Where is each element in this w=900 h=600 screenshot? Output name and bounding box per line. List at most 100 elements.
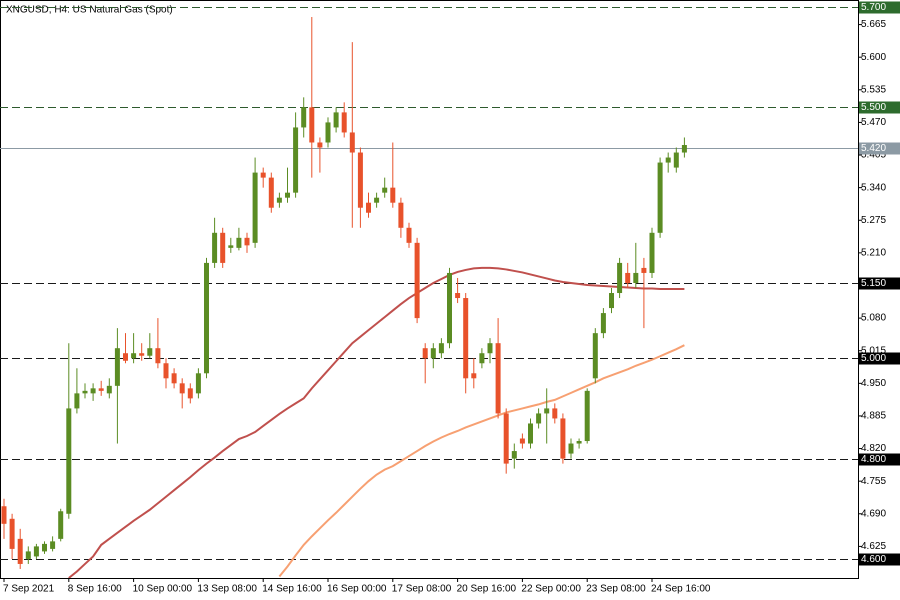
candle-body xyxy=(42,543,47,552)
level-label-box xyxy=(859,277,900,290)
candle-body xyxy=(228,245,234,248)
x-tick-label: 10 Sep 00:00 xyxy=(133,584,193,595)
candle-body xyxy=(479,353,485,364)
candle-body xyxy=(544,408,550,414)
candle-body xyxy=(155,348,161,364)
candle-body xyxy=(114,348,120,386)
y-tick-label: 4.625 xyxy=(861,541,886,552)
y-tick-label: 4.885 xyxy=(861,411,886,422)
candle-body xyxy=(9,518,15,549)
candle-body xyxy=(536,413,542,424)
candle-body xyxy=(600,313,606,334)
candle-body xyxy=(657,162,663,233)
candle-body xyxy=(471,373,477,379)
candle-body xyxy=(1,506,7,524)
y-tick-label: 4.690 xyxy=(861,508,886,519)
x-tick-label: 23 Sep 08:00 xyxy=(586,584,646,595)
level-label-box xyxy=(859,352,900,365)
candle-body xyxy=(147,348,153,356)
candle-body xyxy=(576,441,582,444)
candle-body xyxy=(617,262,623,294)
candle-body xyxy=(447,272,452,344)
x-tick-label: 14 Sep 16:00 xyxy=(262,584,322,595)
x-tick-label: 20 Sep 16:00 xyxy=(457,584,517,595)
candle-body xyxy=(106,385,112,394)
candle-body xyxy=(204,262,209,374)
candle-body xyxy=(212,232,218,263)
y-tick-label: 5.665 xyxy=(861,19,886,30)
candle-body xyxy=(649,232,655,273)
y-tick-label: 5.210 xyxy=(861,248,886,259)
candle-body xyxy=(430,348,436,359)
candle-body xyxy=(187,388,193,399)
moving-average-line xyxy=(68,266,685,578)
candle-body xyxy=(673,152,679,168)
candle-body xyxy=(252,172,258,243)
candle-body xyxy=(50,541,56,549)
candle-body xyxy=(276,197,282,203)
plot-area xyxy=(0,7,858,578)
level-label: 4.600 xyxy=(861,554,886,565)
x-tick-label: 13 Sep 08:00 xyxy=(197,584,257,595)
candle-body xyxy=(366,202,371,213)
candle-body xyxy=(195,373,201,394)
candle-body xyxy=(519,438,525,444)
candle-body xyxy=(58,511,64,539)
plot-frame xyxy=(0,0,859,579)
candle-body xyxy=(414,242,420,319)
candle-body xyxy=(568,443,574,454)
y-tick-label: 5.080 xyxy=(861,313,886,324)
candle-body xyxy=(511,451,517,459)
candle-body xyxy=(641,267,647,273)
level-label: 5.000 xyxy=(861,353,886,364)
candle-body xyxy=(301,107,307,128)
candle-body xyxy=(398,202,404,228)
level-label: 5.500 xyxy=(861,102,886,113)
candle-body xyxy=(98,388,104,391)
candle-body xyxy=(455,293,461,299)
candle-body xyxy=(681,145,687,153)
candle-body xyxy=(406,227,412,243)
x-tick-label: 8 Sep 16:00 xyxy=(68,584,122,595)
y-tick-label: 5.405 xyxy=(861,150,886,161)
candle-body xyxy=(592,333,598,379)
candle-body xyxy=(333,112,339,128)
candle-body xyxy=(268,177,274,208)
candle-body xyxy=(17,538,23,564)
level-label: 5.150 xyxy=(861,278,886,289)
candle-body xyxy=(584,390,590,442)
candle-body xyxy=(90,388,96,394)
x-tick-label: 22 Sep 00:00 xyxy=(521,584,581,595)
y-tick-label: 5.470 xyxy=(861,117,886,128)
candle-body xyxy=(625,272,631,283)
candle-body xyxy=(293,127,299,193)
moving-average-line xyxy=(278,344,685,578)
candle-body xyxy=(560,418,566,459)
candle-body xyxy=(139,353,145,356)
level-label: 5.420 xyxy=(861,143,886,154)
candle-body xyxy=(422,348,428,359)
candle-body xyxy=(374,197,380,203)
y-tick-label: 5.340 xyxy=(861,182,886,193)
level-label-box xyxy=(859,101,900,114)
candle-body xyxy=(74,393,80,409)
candle-body xyxy=(528,423,533,444)
chart-title: XNGUSD, H4: US Natural Gas (Spot) xyxy=(6,5,173,16)
candle-body xyxy=(438,343,444,354)
candle-body xyxy=(609,293,614,309)
candle-body xyxy=(487,343,493,354)
y-tick-label: 5.535 xyxy=(861,84,886,95)
candle-body xyxy=(82,390,88,394)
y-tick-label: 4.820 xyxy=(861,443,886,454)
candle-body xyxy=(220,232,226,263)
candle-body xyxy=(317,142,323,148)
y-tick-label: 5.015 xyxy=(861,345,886,356)
candle-body xyxy=(633,272,639,283)
level-label-box xyxy=(859,453,900,466)
y-tick-label: 5.600 xyxy=(861,52,886,63)
candle-body xyxy=(665,157,671,163)
candle-body xyxy=(382,187,388,193)
y-tick-label: 4.950 xyxy=(861,378,886,389)
candle-body xyxy=(179,383,185,394)
